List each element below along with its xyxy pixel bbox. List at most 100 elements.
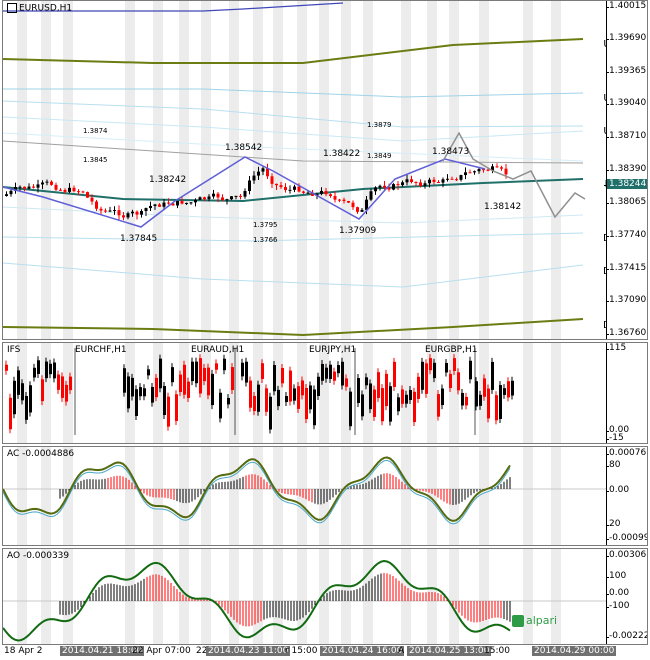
ifs-plot-area[interactable] (3, 343, 607, 443)
ifs-candle-body (65, 384, 68, 402)
ac-axis[interactable]: 0.000767 80 0.00 20 -0.000996 (605, 447, 647, 545)
main-plot-area[interactable] (3, 1, 607, 339)
candle-body (477, 169, 481, 172)
candle-body (68, 187, 71, 192)
time-axis[interactable]: 18 Apr 2 2014.04.21 18:00 22 Apr 07:00 2… (2, 645, 617, 659)
ifs-candle-body (245, 361, 248, 383)
candle-body (189, 202, 193, 204)
ifs-candle-body (227, 397, 230, 405)
session-shade (179, 1, 189, 339)
candle-body (414, 182, 418, 184)
candle-body (252, 175, 256, 181)
candle-body (320, 190, 323, 194)
ifs-candle-body (159, 358, 162, 389)
session-shade (523, 1, 533, 339)
ifs-candle-body (179, 374, 182, 393)
ao-axis-tick: -100 (605, 601, 630, 611)
candle-body (54, 184, 58, 190)
candle-body (176, 201, 179, 206)
ac-indicator-panel[interactable]: AC -0.0004886 0.000767 80 0.00 20 -0.000… (2, 446, 648, 546)
candle-body (468, 172, 472, 174)
session-shade (41, 343, 51, 443)
candle-body (261, 168, 265, 172)
ifs-chart-canvas[interactable] (3, 343, 607, 443)
ifs-axis-tick: 0.00 (605, 425, 630, 435)
ao-chart-canvas[interactable] (3, 549, 607, 644)
band-line (3, 132, 584, 162)
session-shade (551, 447, 561, 545)
session-shade (229, 1, 239, 339)
ifs-candle-body (329, 364, 332, 379)
chart-menu-icon[interactable] (7, 3, 17, 13)
candle-body (405, 179, 409, 183)
candle-body (180, 201, 184, 204)
candle-body (401, 182, 404, 186)
session-shade (273, 1, 283, 339)
session-shade (479, 447, 489, 545)
candle-body (257, 171, 260, 176)
ac-plot-area[interactable] (3, 447, 607, 545)
session-shade (523, 447, 533, 545)
session-shade (153, 549, 163, 644)
candle-body (149, 205, 152, 209)
ifs-candle-body (297, 386, 300, 409)
session-shade (153, 447, 163, 545)
session-shade (427, 447, 437, 545)
ifs-axis[interactable]: 115 0.00 -15 (605, 343, 647, 443)
main-chart-panel[interactable]: EURUSD,H1 U3 U2 U1 LB D1 D2 D3 1.38542 1… (2, 0, 648, 340)
session-shade (201, 1, 211, 339)
price-tick: 1.37090 (605, 295, 647, 305)
ifs-symbol-eurchf: EURCHF,H1 (75, 345, 127, 355)
session-shade (201, 549, 211, 644)
main-chart-title: EURUSD,H1 (7, 3, 72, 14)
candle-body (387, 187, 391, 190)
session-shade (449, 447, 459, 545)
candle-body (329, 194, 332, 197)
candle-body (90, 197, 94, 202)
ifs-candle-body (321, 363, 324, 381)
candle-body (185, 202, 188, 204)
ao-axis[interactable]: 0.00306 100 0.00 -100 -0.002229 (605, 549, 647, 644)
candle-body (5, 194, 8, 196)
candle-body (234, 195, 238, 197)
main-chart-canvas[interactable] (3, 1, 607, 339)
ifs-indicator-panel[interactable]: IFS EURCHF,H1 EURAUD,H1 EURJPY,H1 EURGBP… (2, 342, 648, 444)
candle-body (342, 199, 346, 201)
ifs-candle-body (69, 376, 72, 391)
session-shade (341, 1, 351, 339)
band-line (3, 206, 584, 224)
ifs-axis-tick: 115 (605, 343, 627, 353)
candle-body (72, 187, 76, 192)
candle-body (455, 179, 458, 181)
time-label-highlight: 2014.04.25 13:00 (407, 646, 492, 656)
candle-body (32, 186, 35, 188)
candle-body (243, 191, 247, 197)
main-price-axis[interactable]: 1.40015 1.39690 1.39365 1.39040 1.38710 … (603, 1, 647, 339)
session-shade (401, 549, 411, 644)
ifs-candle-body (207, 367, 210, 396)
ifs-candle-body (273, 365, 276, 392)
candle-body (131, 211, 134, 214)
candle-body (59, 189, 62, 191)
candle-body (432, 179, 436, 182)
ifs-candle-body (17, 370, 20, 395)
ifs-axis-tick: -15 (606, 433, 624, 443)
ifs-candle-body (9, 397, 12, 430)
ifs-candle-body (301, 380, 304, 396)
candle-body (374, 187, 377, 192)
ifs-title: IFS (7, 345, 21, 355)
ifs-candle-body (5, 364, 8, 371)
ifs-candle-body (261, 363, 264, 379)
candle-body (212, 193, 215, 197)
time-label-highlight: 2014.04.23 11:00 (206, 646, 291, 656)
ifs-candle-body (309, 385, 312, 410)
session-shade (229, 549, 239, 644)
d2-line (3, 262, 584, 288)
ao-indicator-panel[interactable]: AO -0.000339 0.00306 100 0.00 -100 -0.00… (2, 548, 648, 645)
ac-chart-canvas[interactable] (3, 447, 607, 545)
annotation-small: 1.3766 (253, 236, 278, 244)
annotation-price: 1.38422 (323, 149, 361, 159)
candle-body (338, 199, 341, 201)
session-shade (341, 343, 351, 443)
ao-plot-area[interactable] (3, 549, 607, 644)
